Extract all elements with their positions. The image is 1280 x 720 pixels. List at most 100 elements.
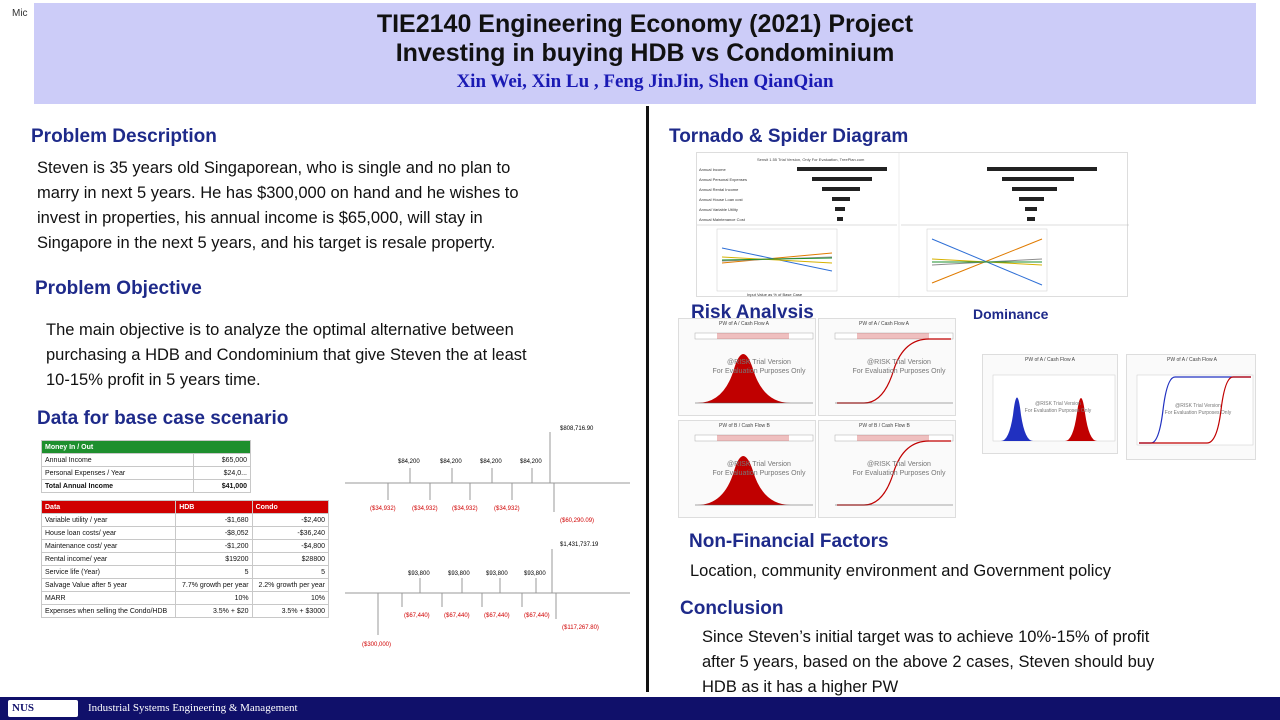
poster-subtitle: Investing in buying HDB vs Condominium: [395, 39, 895, 67]
cf-down-label: ($67,440): [524, 613, 550, 619]
table-cell: 10%: [175, 591, 253, 605]
risk-chart-b-cumulative: PW of B / Cash Flow B @RISK Trial Versio…: [818, 420, 956, 518]
cashflow-diagram-condo: $93,800 $93,800 $93,800 $93,800 $1,431,7…: [345, 542, 630, 648]
table-row: Salvage Value after 5 year 7.7% growth pe…: [40, 578, 330, 592]
problem-description-text: Steven is 35 years old Singaporean, who …: [37, 156, 637, 256]
cf-down-label: ($34,932): [452, 506, 478, 512]
risk-chart-a-cumulative: PW of A / Cash Flow A @RISK Trial Versio…: [818, 318, 956, 416]
non-financial-text: Location, community environment and Gove…: [690, 562, 1111, 580]
spider-left: [716, 228, 838, 292]
text-line: 10-15% profit in 5 years time.: [46, 371, 261, 389]
authors: Xin Wei, Xin Lu , Feng JinJin, Shen Qian…: [456, 71, 834, 92]
risk-chart-a-histogram: PW of A / Cash Flow A @RISK Trial Versio…: [678, 318, 816, 416]
table-cell: $65,000: [193, 453, 251, 467]
cf-final-down-label: ($60,290.09): [560, 518, 594, 524]
table-row: Rental income/ year $19200 $28800: [40, 552, 330, 566]
dominance-chart-title: PW of A / Cash Flow A: [1167, 357, 1218, 363]
cf-up-label: $84,200: [440, 459, 462, 465]
problem-description-title: Problem Description: [31, 126, 217, 147]
dominance-chart-title: PW of A / Cash Flow A: [1025, 357, 1076, 363]
data-table: Data HDB Condo Variable utility / year -$…: [40, 500, 330, 618]
cf-up-label: $93,800: [524, 571, 546, 577]
table-row: Total Annual Income $41,000: [40, 479, 251, 493]
table-row: Variable utility / year -$1,680 -$2,400: [40, 513, 330, 527]
cf-up-4: $93,800: [524, 571, 546, 593]
table-cell: 7.7% growth per year: [175, 578, 253, 592]
risk-cumulative-graphic: [834, 434, 954, 506]
table-cell: 5: [251, 565, 330, 579]
tornado-label: Annual Variable Utility: [699, 207, 738, 212]
risk-watermark: For Evaluation Purposes Only: [852, 470, 946, 477]
table-cell: Annual Income: [40, 453, 195, 467]
conclusion-text: Since Steven’s initial target was to ach…: [702, 625, 1262, 700]
risk-watermark: @RISK Trial Version: [1035, 401, 1081, 407]
cf-up-2: $93,800: [448, 571, 470, 593]
cf-down-4: ($34,932): [494, 483, 520, 512]
table-cell: 5: [175, 565, 253, 579]
tornado-watermark: Sensit 1.55 Trial Version, Only For Eval…: [757, 157, 865, 162]
tornado-title: Tornado & Spider Diagram: [669, 126, 909, 147]
cf-up-label: $93,800: [448, 571, 470, 577]
table-cell: House loan costs/ year: [40, 526, 177, 540]
column-divider: [646, 106, 649, 692]
cf-up-label: $84,200: [480, 459, 502, 465]
tornado-label: Annual Personal Expenses: [699, 177, 747, 182]
tornado-spider-panel: Sensit 1.55 Trial Version, Only For Eval…: [696, 152, 1129, 298]
title-banner: TIE2140 Engineering Economy (2021) Proje…: [34, 3, 1256, 104]
cf-up-label: $84,200: [398, 459, 420, 465]
cf-final-up-label: $808,716.90: [560, 426, 594, 432]
table-cell: 2.2% growth per year: [251, 578, 330, 592]
tornado-label: Annual Rental Income: [699, 187, 739, 192]
dominance-chart-cumulative: PW of A / Cash Flow A @RISK Trial Versio…: [1126, 354, 1256, 460]
cf-down-1: ($67,440): [401, 593, 430, 619]
table-cell: $41,000: [193, 479, 251, 493]
table-cell: -$8,052: [175, 526, 253, 540]
cf-up-3: $84,200: [480, 459, 502, 483]
tornado-bars-left: [697, 167, 897, 226]
text-line: marry in next 5 years. He has $300,000 o…: [37, 184, 519, 202]
text-line: Since Steven’s initial target was to ach…: [702, 628, 1150, 646]
cf-down-label: ($67,440): [484, 613, 510, 619]
table-row: Personal Expenses / Year $24,0...: [40, 466, 251, 480]
risk-watermark: @RISK Trial Version: [867, 359, 931, 366]
problem-objective-title: Problem Objective: [35, 278, 202, 299]
cf-final-down: ($60,290.09): [553, 483, 594, 524]
text-line: HDB as it has a higher PW: [702, 678, 899, 696]
table-row: MARR 10% 10%: [40, 591, 330, 605]
table-cell: Service life (Year): [40, 565, 177, 579]
text-line: purchasing a HDB and Condominium that gi…: [46, 346, 527, 364]
table-cell: Maintenance cost/ year: [40, 539, 177, 553]
problem-objective-text: The main objective is to analyze the opt…: [46, 318, 636, 393]
risk-histogram-graphic: [694, 332, 814, 404]
table-header: Data: [40, 500, 177, 514]
table-cell: Variable utility / year: [40, 513, 177, 527]
table-row: House loan costs/ year -$8,052 -$36,240: [40, 526, 330, 540]
cf-down-2: ($34,932): [412, 483, 438, 512]
cf-initial-label: ($300,000): [362, 642, 391, 648]
nus-logo: NUS: [8, 700, 78, 717]
cf-down-label: ($34,932): [370, 506, 396, 512]
table-cell: $28800: [251, 552, 330, 566]
risk-cumulative-graphic: [834, 332, 954, 404]
cashflow-diagram-hdb: $84,200 $84,200 $84,200 $84,200 $808,716…: [345, 426, 630, 524]
table-cell: 3.5% + $3000: [251, 604, 330, 618]
cf-down-4: ($67,440): [521, 593, 550, 619]
table-cell: Total Annual Income: [40, 479, 195, 493]
risk-chart-title: PW of A / Cash Flow A: [719, 321, 770, 327]
base-case-title: Data for base case scenario: [37, 408, 289, 429]
tornado-bars-right: [901, 167, 1129, 226]
cf-final-down: ($117,267.80): [555, 593, 599, 631]
risk-watermark: @RISK Trial Version: [727, 461, 791, 468]
money-table: Money In / Out Annual Income $65,000 Pers…: [40, 440, 251, 493]
risk-chart-b-histogram: PW of B / Cash Flow B @RISK Trial Versio…: [678, 420, 816, 518]
table-cell: 10%: [251, 591, 330, 605]
money-table-header: Money In / Out: [41, 440, 251, 454]
text-line: Steven is 35 years old Singaporean, who …: [37, 159, 511, 177]
cf-up-label: $93,800: [486, 571, 508, 577]
risk-watermark: @RISK Trial Version: [727, 359, 791, 366]
risk-histogram-graphic: [694, 434, 814, 506]
tornado-label: Annual Maintenance Cost: [699, 217, 746, 222]
footer-text: Industrial Systems Engineering & Managem…: [88, 702, 298, 714]
risk-watermark: For Evaluation Purposes Only: [712, 470, 806, 477]
cf-up-label: $93,800: [408, 571, 430, 577]
